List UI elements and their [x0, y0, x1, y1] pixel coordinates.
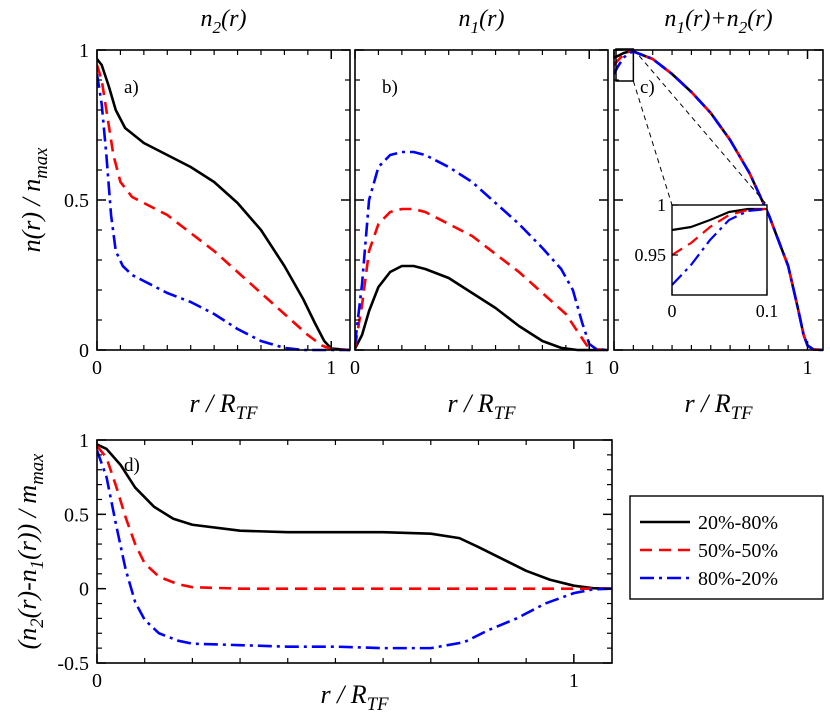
panel-c-xtick-label: 0 [609, 357, 619, 379]
panel-b: 0 1b)n1(r)r / RTF [350, 6, 609, 424]
panel-c-title-rest: (r)+n [685, 6, 739, 32]
panel-a-plot-area [97, 58, 350, 352]
panel-c-zoom-connector [632, 48, 768, 206]
panel-a-xtick-label: 1 [326, 357, 336, 379]
panel-c-zoom-connector [632, 80, 673, 206]
panel-b-xlabel: r / RTF [447, 389, 516, 424]
panel-a-title-rest: (r) [221, 6, 246, 32]
panel-a-tag: a) [124, 77, 139, 98]
panel-a-xtick-label: 0 [92, 357, 102, 379]
panel-b-xlabel-sub: TF [494, 403, 516, 424]
panel-c-plot-area [614, 50, 823, 352]
panel-b-series-80-20 [355, 150, 608, 352]
panel-c-title-sub: 1 [676, 18, 685, 37]
panel-c-title: n1(r)+n2(r) [664, 6, 772, 37]
panel-d-xlabel-base: r / R [320, 680, 366, 709]
legend-entry: 50%-50% [698, 540, 778, 562]
panel-c-inset-series-50-50 [672, 207, 767, 256]
panel-a-ylabel-sub: max [31, 147, 52, 179]
panel-d-ylabel: (n2(r)-n1(r)) / mmax [13, 453, 48, 649]
panel-b-series-50-50 [355, 207, 608, 352]
panel-c-inset-series-20-80 [672, 207, 767, 232]
panel-d-series-50-50 [97, 445, 612, 590]
panel-d-ytick-label: 1 [79, 430, 89, 452]
panel-c-xlabel-sub: TF [731, 403, 753, 424]
panel-c-inset-ytick-label: 1 [657, 195, 666, 215]
legend-box [629, 495, 824, 600]
panel-c-title-base: n [664, 6, 676, 32]
panel-a-xlabel-base: r / R [189, 389, 235, 418]
panel-d-ytick-label: 0.5 [64, 504, 89, 526]
panel-a-ytick-label: 1 [79, 40, 89, 62]
panel-c-inset-bg [672, 205, 767, 295]
panel-d-ylabel-sub: 2 [27, 618, 48, 627]
panel-c-inset-series-80-20 [672, 207, 767, 286]
panel-a: 0 1 0 0.5 1 a) n2(r) r / RTF n(r) / nmax [17, 6, 351, 424]
panel-b-title-rest: (r) [479, 6, 504, 32]
panel-d-series-20-80 [97, 443, 612, 590]
panel-d-ylabel-sub2: 1 [27, 560, 48, 569]
panel-a-series-50-50 [97, 64, 350, 352]
panel-d-ylabel-sub3: max [27, 453, 48, 485]
panel-a-ylabel-base: n(r) / n [17, 179, 46, 253]
panel-c-xlabel: r / RTF [684, 389, 753, 424]
panel-d-ylabel-rest: (r)-n [13, 569, 42, 618]
panel-a-title-base: n [201, 6, 213, 32]
panel-c-inset-xtick-label: 0.1 [756, 301, 779, 321]
panel-d-xtick-label: 0 [92, 670, 102, 692]
panel-c-xlabel-base: r / R [684, 389, 730, 418]
panel-c-title-sub2: 2 [739, 18, 748, 37]
panel-d-ylabel-rest2: (r)) / m [13, 485, 42, 560]
legend-entry: 20%-80% [698, 512, 778, 534]
panel-a-ytick-label: 0 [79, 340, 89, 362]
panel-a-series-80-20 [97, 73, 350, 352]
panel-a-series-20-80 [97, 58, 350, 352]
panel-d-plot-area [97, 443, 612, 650]
panel-b-title: n1(r) [459, 6, 505, 37]
panel-d-ytick-label: 0 [79, 579, 89, 601]
panel-c-inset-frame [671, 204, 768, 296]
panel-c-title-rest2: (r) [747, 6, 772, 32]
panel-d-ytick-label: -0.5 [57, 653, 89, 675]
panel-d-xlabel: r / RTF [320, 680, 389, 715]
panel-a-ylabel: n(r) / nmax [17, 147, 52, 253]
panel-b-plot-area [355, 150, 608, 352]
panel-d-xlabel-sub: TF [367, 694, 389, 715]
panel-a-ytick-label: 0.5 [64, 190, 89, 212]
panel-c-inset-ytick-label: 0.95 [635, 245, 667, 265]
panel-b-series-20-80 [355, 264, 608, 352]
panel-d-tag: d) [124, 455, 140, 476]
panel-d-ylabel-base: (n [13, 628, 42, 650]
panel-b-title-base: n [459, 6, 471, 32]
panel-a-title: n2(r) [201, 6, 247, 37]
panel-c-tag: c) [640, 77, 655, 98]
legend: 20%-80% 50%-50% 80%-20% [629, 495, 824, 600]
panel-d-frame [96, 439, 613, 664]
panel-c-inset: 0 0.1 0.95 1 [615, 48, 779, 321]
panel-c-zoom-box [615, 48, 635, 82]
panel-d-series-80-20 [97, 449, 612, 650]
panel-b-xtick-label: 0 [350, 357, 360, 379]
panel-d: 0 1-0.500.51d)r / RTF(n2(r)-n1(r)) / mmax [13, 430, 613, 715]
panel-c-inset-xtick-label: 0 [668, 301, 677, 321]
panel-b-tag: b) [382, 77, 398, 98]
panel-a-xlabel-sub: TF [236, 403, 258, 424]
legend-entry: 80%-20% [698, 568, 778, 590]
panel-a-title-sub: 2 [213, 18, 222, 37]
panel-c-inset-plot-area [672, 207, 767, 286]
panel-a-xlabel: r / RTF [189, 389, 258, 424]
panel-c-xtick-label: 1 [803, 357, 813, 379]
panel-b-title-sub: 1 [471, 18, 480, 37]
panel-d-xtick-label: 1 [569, 670, 579, 692]
panel-b-xlabel-base: r / R [447, 389, 493, 418]
panel-c-series-80-20 [614, 50, 823, 352]
panel-b-xtick-label: 1 [584, 357, 594, 379]
